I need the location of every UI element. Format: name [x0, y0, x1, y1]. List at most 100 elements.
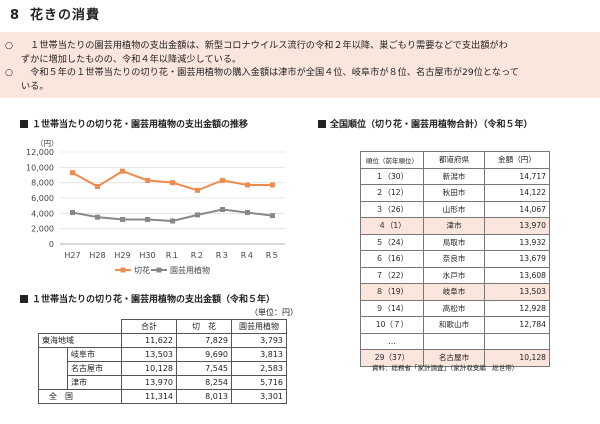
- rank-section-heading: 全国順位（切り花・園芸用植物合計）（令和５年）: [318, 117, 533, 130]
- series-point-1: [120, 216, 125, 222]
- series-point-0: [270, 182, 275, 188]
- amount-cell: 12,928: [484, 299, 550, 317]
- trend-section-heading: １世帯当たりの切り花・園芸用植物の支出金額の推移: [20, 117, 248, 130]
- group-indent-cell: [38, 347, 68, 390]
- city-cell: 水戸市: [423, 266, 485, 284]
- square-bullet-icon: [318, 120, 326, 128]
- series-point-0: [95, 184, 100, 189]
- series-point-1: [170, 218, 175, 224]
- page-title: 8 花きの消費: [10, 4, 100, 23]
- series-point-0: [195, 187, 200, 193]
- rank-cell: 10（７）: [360, 316, 424, 334]
- legend-marker-0: [120, 267, 126, 273]
- city-cell: 和歌山市: [423, 316, 485, 334]
- table-row: 名古屋市 10,128 7,545 2,583: [39, 361, 287, 376]
- table-row: ２（12） 秋田市 14,122: [360, 184, 550, 202]
- row-label: 岐阜市: [67, 347, 122, 362]
- amount-cell: 14,067: [484, 200, 550, 218]
- table-header-row: 順位（前年順位） 都道府県 金額（円）: [360, 151, 550, 169]
- cell-cut: 9,690: [176, 347, 232, 362]
- y-tick-label: 8,000: [31, 179, 54, 188]
- table-row: ８（19） 岐阜市 13,503: [360, 283, 550, 301]
- spend-table: 合計 切 花 園芸用植物 東海地域 11,622 7,829 3,793 岐阜市…: [38, 319, 287, 404]
- row-label: 津市: [67, 375, 122, 390]
- table-row: ３（26） 山形市 14,067: [360, 200, 550, 218]
- y-axis-unit-label: （円）: [36, 139, 59, 148]
- rank-cell: ８（19）: [360, 283, 424, 301]
- table-header-row: 合計 切 花 園芸用植物: [38, 319, 287, 334]
- x-tick-label: R２: [191, 251, 205, 260]
- y-tick-label: 2,000: [31, 225, 54, 234]
- summary-bullet-2: ○ 令和５年の１世帯当たりの切り花・園芸用植物の購入金額は津市が全国４位、岐阜市…: [5, 66, 595, 93]
- x-tick-label: H30: [139, 251, 155, 260]
- bullet-mark: ○: [5, 67, 14, 78]
- table-row: …: [360, 332, 550, 350]
- legend-label-1: 園芸用植物: [170, 265, 210, 275]
- rank-cell: …: [360, 332, 424, 350]
- table-row: ９（14） 高松市 12,928: [360, 299, 550, 317]
- city-cell: 山形市: [423, 200, 485, 218]
- cell-total: 11,314: [121, 389, 177, 404]
- series-point-0: [170, 180, 175, 186]
- cell-total: 13,970: [121, 375, 177, 390]
- col-header-amount: 金額（円）: [484, 151, 550, 169]
- rank-section-label: 全国順位（切り花・園芸用植物合計）（令和５年）: [330, 120, 533, 130]
- city-cell: 津市: [423, 217, 485, 235]
- cell-cut: 8,254: [176, 375, 232, 390]
- city-cell: 奈良市: [423, 250, 485, 268]
- city-cell: 新潟市: [423, 167, 485, 185]
- series-point-0: [120, 168, 125, 174]
- col-header-total: 合計: [121, 319, 177, 334]
- section-number: 8: [10, 8, 21, 23]
- trend-section-label: １世帯当たりの切り花・園芸用植物の支出金額の推移: [32, 120, 249, 130]
- rank-cell: ４（1）: [360, 217, 424, 235]
- y-tick-label: 0: [49, 240, 54, 249]
- series-point-0: [245, 182, 250, 188]
- table-row: 東海地域 11,622 7,829 3,793: [38, 333, 287, 348]
- cell-cut: 7,545: [176, 361, 232, 376]
- rank-cell: ７（22）: [360, 266, 424, 284]
- amount-cell: 13,608: [484, 266, 550, 284]
- y-tick-label: 10,000: [26, 163, 54, 172]
- city-cell: [423, 332, 485, 350]
- legend-label-0: 切花: [134, 265, 150, 275]
- table-row: ４（1） 津市 13,970: [360, 217, 550, 235]
- summary-box: ○ １世帯当たりの園芸用植物の支出金額は、新型コロナウイルス流行の令和２年以降、…: [0, 32, 600, 98]
- cell-cut: 8,013: [176, 389, 232, 404]
- x-tick-label: R３: [216, 251, 230, 260]
- title-text: 花きの消費: [30, 8, 101, 23]
- series-point-0: [220, 177, 225, 183]
- table-row: ５（24） 鳥取市 13,932: [360, 233, 550, 251]
- x-tick-label: R５: [266, 251, 280, 260]
- cell-garden: 3,813: [231, 347, 287, 362]
- x-tick-label: H27: [64, 251, 80, 260]
- amount-cell: 13,679: [484, 250, 550, 268]
- city-cell: 秋田市: [423, 184, 485, 202]
- cell-garden: 2,583: [231, 361, 287, 376]
- summary-bullet-2-line-2: いる。: [21, 80, 49, 92]
- legend-marker-1: [156, 267, 162, 273]
- cell-garden: 5,716: [231, 375, 287, 390]
- series-point-0: [145, 177, 150, 183]
- x-tick-label: R１: [166, 251, 180, 260]
- table-row: 津市 13,970 8,254 5,716: [39, 375, 287, 390]
- city-cell: 名古屋市: [423, 349, 485, 367]
- amount-cell: 12,784: [484, 316, 550, 334]
- amount-cell: 13,970: [484, 217, 550, 235]
- table-row: ７（22） 水戸市 13,608: [360, 266, 550, 284]
- rank-cell: ９（14）: [360, 299, 424, 317]
- cell-garden: 3,793: [231, 333, 287, 348]
- rank-table: 順位（前年順位） 都道府県 金額（円） １（30） 新潟市 14,717 ２（12）秋…: [360, 151, 550, 367]
- series-point-1: [270, 213, 275, 219]
- amount-cell: 14,717: [484, 167, 550, 185]
- cell-cut: 7,829: [176, 333, 232, 348]
- y-tick-label: 4,000: [31, 209, 54, 218]
- city-cell: 鳥取市: [423, 233, 485, 251]
- summary-bullet-2-line-1: 令和５年の１世帯当たりの切り花・園芸用植物の購入金額は津市が全国４位、岐阜市が８…: [21, 67, 519, 78]
- row-label: 全 国: [38, 389, 122, 404]
- col-header-garden: 園芸用植物: [231, 319, 287, 334]
- spend-section-heading: １世帯当たりの切り花・園芸用植物の支出金額（令和５年）: [20, 292, 275, 305]
- series-point-1: [195, 212, 200, 218]
- series-point-1: [220, 207, 225, 212]
- table-row: 全 国 11,314 8,013 3,301: [38, 389, 287, 404]
